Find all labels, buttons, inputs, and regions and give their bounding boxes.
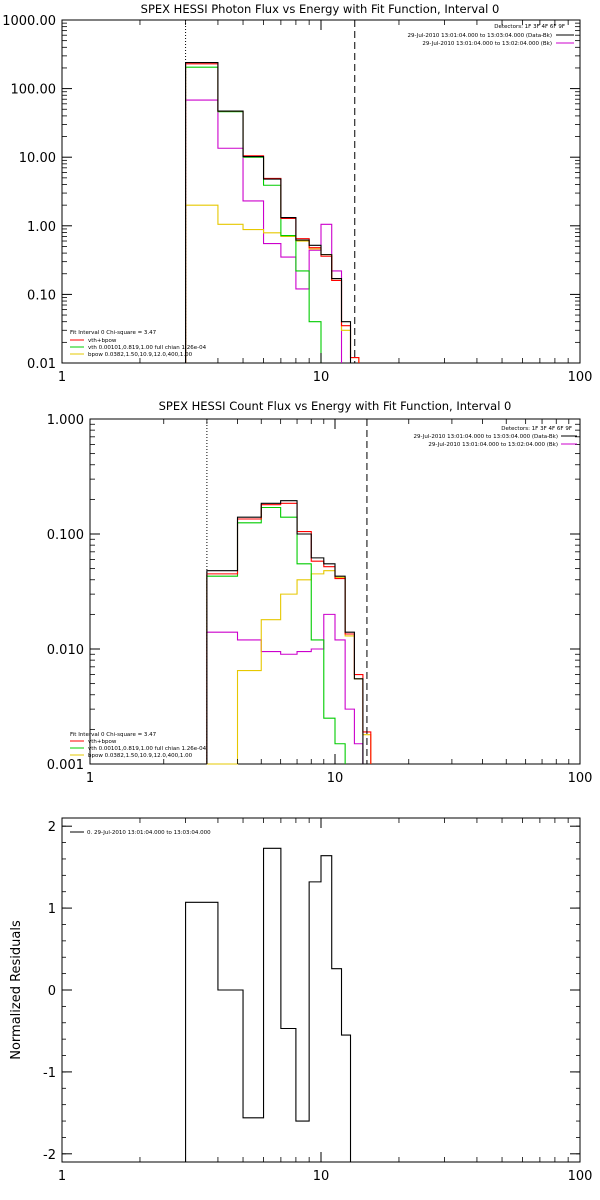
photon-flux-series-layer xyxy=(185,61,360,363)
fit-chi-square: Fit Interval 0 Chi-square = 3.47 xyxy=(70,330,157,336)
series-model xyxy=(206,502,372,764)
fit-chi-square: Fit Interval 0 Chi-square = 3.47 xyxy=(70,732,157,738)
y-tick-label: 1 xyxy=(48,902,56,917)
x-tick-label: 10 xyxy=(313,1169,330,1184)
fit-model-label: vth+bpow xyxy=(88,739,117,745)
series-total xyxy=(185,61,352,363)
count-flux-title: SPEX HESSI Count Flux vs Energy with Fit… xyxy=(159,399,512,413)
x-tick-label: 100 xyxy=(568,1169,593,1184)
series-residuals xyxy=(185,847,352,1162)
x-tick-label: 10 xyxy=(327,771,344,786)
series-vth xyxy=(206,506,346,764)
y-tick-label: -2 xyxy=(43,1148,56,1163)
x-tick-label: 10 xyxy=(313,370,330,385)
count-flux-series-layer xyxy=(206,500,372,765)
photon-flux-title: SPEX HESSI Photon Flux vs Energy with Fi… xyxy=(141,2,500,16)
fit-vth-label: vth 0.00101,0.819,1.00 full chian 1.26e-… xyxy=(88,746,207,752)
info-detectors: Detectors: 1F 3F 4F 6F 9F xyxy=(494,24,565,30)
photon-flux-fit-legend: Fit Interval 0 Chi-square = 3.47 vth+bpo… xyxy=(70,330,207,358)
photon-flux-axes: 1 10 100 0.01 0.10 1.00 10.00 100.00 1000.00 xyxy=(2,14,592,385)
residuals-panel: 1 10 100 -2 -1 0 1 2 Normalized Residuals 0. 29… xyxy=(9,817,592,1184)
series-model xyxy=(185,63,360,363)
residuals-axes: 1 10 100 -2 -1 0 1 2 xyxy=(43,818,592,1184)
x-tick-label: 100 xyxy=(568,370,593,385)
info-bk: 29-Jul-2010 13:01:04.000 to 13:02:04.000… xyxy=(428,442,558,448)
y-tick-label: 1.000 xyxy=(47,413,84,428)
count-flux-axes: 1 10 100 0.001 0.010 0.100 1.000 xyxy=(47,413,593,786)
y-tick-label: 0 xyxy=(48,984,56,999)
count-flux-panel: SPEX HESSI Count Flux vs Energy with Fit… xyxy=(47,399,593,786)
series-bk xyxy=(206,613,364,764)
series-bpow xyxy=(185,204,360,363)
y-tick-label: 0.01 xyxy=(27,357,56,372)
photon-flux-panel: SPEX HESSI Photon Flux vs Energy with Fi… xyxy=(2,2,592,385)
count-flux-info-box: Detectors: 1F 3F 4F 6F 9F 29-Jul-2010 13… xyxy=(414,426,577,448)
fit-model-label: vth+bpow xyxy=(88,338,117,344)
count-flux-vlines xyxy=(206,419,368,764)
fit-bpow-label: bpow 0.0382,1.50,10.9,12.0,400,1.00 xyxy=(88,352,193,358)
count-flux-fit-legend: Fit Interval 0 Chi-square = 3.47 vth+bpo… xyxy=(70,732,207,759)
x-tick-label: 1 xyxy=(58,1169,66,1184)
y-tick-label: 10.00 xyxy=(19,151,56,166)
y-tick-label: 0.10 xyxy=(27,288,56,303)
y-tick-label: 100.00 xyxy=(11,83,57,98)
info-data-bk: 29-Jul-2010 13:01:04.000 to 13:03:04.000… xyxy=(408,33,553,39)
series-total xyxy=(206,500,364,764)
photon-flux-plot-frame xyxy=(61,19,581,364)
y-tick-label: 1000.00 xyxy=(2,14,56,29)
residuals-legend: 0. 29-Jul-2010 13:01:04.000 to 13:03:04.… xyxy=(87,830,211,836)
info-data-bk: 29-Jul-2010 13:01:04.000 to 13:03:04.000… xyxy=(414,434,559,440)
fit-bpow-label: bpow 0.0382,1.50,10.9,12.0,400,1.00 xyxy=(88,753,193,759)
y-tick-label: 2 xyxy=(48,820,56,835)
y-tick-label: 1.00 xyxy=(27,220,56,235)
y-tick-label: 0.100 xyxy=(47,528,84,543)
x-tick-label: 100 xyxy=(568,771,593,786)
y-tick-label: -1 xyxy=(43,1066,56,1081)
series-bk xyxy=(185,99,343,363)
y-tick-label: 0.001 xyxy=(47,758,84,773)
photon-flux-vlines xyxy=(185,20,356,363)
info-detectors: Detectors: 1F 3F 4F 6F 9F xyxy=(501,426,572,432)
series-vth xyxy=(185,66,322,363)
residuals-ylabel: Normalized Residuals xyxy=(9,920,24,1060)
fit-vth-label: vth 0.00101,0.819,1.00 full chian 1.26e-… xyxy=(88,345,207,351)
series-bpow xyxy=(206,570,372,765)
x-tick-label: 1 xyxy=(58,370,66,385)
info-bk: 29-Jul-2010 13:01:04.000 to 13:02:04.000… xyxy=(422,41,552,47)
y-tick-label: 0.010 xyxy=(47,643,84,658)
count-flux-plot-frame xyxy=(89,418,581,765)
x-tick-label: 1 xyxy=(86,771,94,786)
photon-flux-info-box: Detectors: 1F 3F 4F 6F 9F 29-Jul-2010 13… xyxy=(408,24,574,47)
residuals-series-layer xyxy=(185,847,352,1162)
